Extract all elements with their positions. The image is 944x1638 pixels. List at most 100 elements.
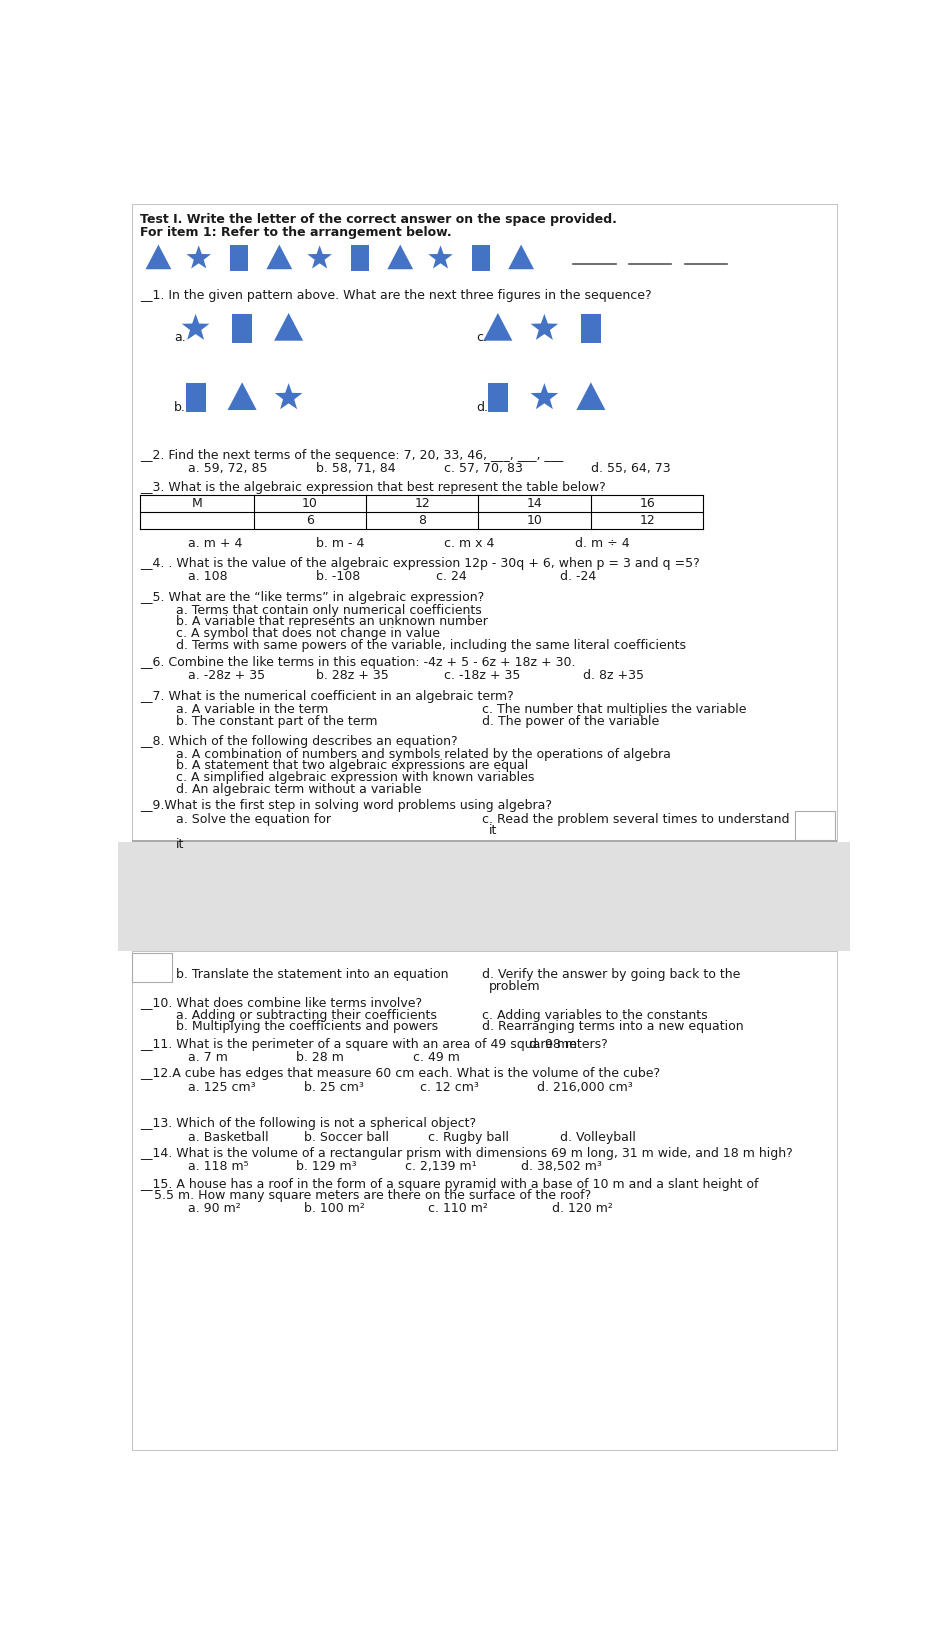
Text: c.: c. (476, 331, 487, 344)
Text: 6: 6 (306, 514, 313, 527)
Text: __6. Combine the like terms in this equation: -4z + 5 - 6z + 18z + 30.: __6. Combine the like terms in this equa… (140, 657, 575, 670)
Polygon shape (181, 314, 210, 341)
Text: __8. Which of the following describes an equation?: __8. Which of the following describes an… (140, 735, 457, 749)
Text: b. 100 m²: b. 100 m² (304, 1202, 364, 1215)
Text: 10: 10 (302, 498, 317, 511)
Text: __1. In the given pattern above. What are the next three figures in the sequence: __1. In the given pattern above. What ar… (140, 288, 650, 301)
Text: 8: 8 (418, 514, 426, 527)
Text: Test I. Write the letter of the correct answer on the space provided.: Test I. Write the letter of the correct … (140, 213, 616, 226)
Text: a. Adding or subtracting their coefficients: a. Adding or subtracting their coefficie… (177, 1009, 437, 1022)
Polygon shape (274, 313, 303, 341)
Text: __13. Which of the following is not a spherical object?: __13. Which of the following is not a sp… (140, 1117, 476, 1130)
Text: c. 57, 70, 83: c. 57, 70, 83 (443, 462, 522, 475)
Text: d. Terms with same powers of the variable, including the same literal coefficien: d. Terms with same powers of the variabl… (177, 639, 685, 652)
Text: d. Verify the answer by going back to the: d. Verify the answer by going back to th… (481, 968, 740, 981)
Bar (232, 313, 252, 342)
Text: a.: a. (174, 331, 185, 344)
Text: a. 59, 72, 85: a. 59, 72, 85 (188, 462, 267, 475)
Text: c. Rugby ball: c. Rugby ball (428, 1130, 509, 1143)
Text: b. 28z + 35: b. 28z + 35 (315, 670, 388, 683)
Text: c. 12 cm³: c. 12 cm³ (420, 1081, 479, 1094)
Text: b. 58, 71, 84: b. 58, 71, 84 (315, 462, 395, 475)
Polygon shape (530, 314, 558, 341)
Text: a. Basketball: a. Basketball (188, 1130, 268, 1143)
Text: 16: 16 (638, 498, 654, 511)
Bar (132, 953, 172, 981)
Bar (132, 952, 835, 1450)
Text: __9.What is the first step in solving word problems using algebra?: __9.What is the first step in solving wo… (140, 799, 551, 812)
Text: a. Terms that contain only numerical coefficients: a. Terms that contain only numerical coe… (177, 604, 481, 618)
Polygon shape (307, 246, 331, 269)
Text: it: it (177, 839, 184, 852)
Text: problem: problem (488, 980, 540, 993)
Bar (185, 383, 206, 413)
Text: d. 120 m²: d. 120 m² (551, 1202, 613, 1215)
Polygon shape (508, 244, 533, 269)
Text: d. 8z +35: d. 8z +35 (582, 670, 644, 683)
Polygon shape (145, 244, 171, 269)
Text: c. 2,139 m¹: c. 2,139 m¹ (404, 1160, 476, 1173)
Text: For item 1: Refer to the arrangement below.: For item 1: Refer to the arrangement bel… (140, 226, 451, 239)
Text: d. Volleyball: d. Volleyball (559, 1130, 635, 1143)
Text: d. 98 m: d. 98 m (529, 1038, 576, 1052)
Text: a. 7 m: a. 7 m (188, 1052, 228, 1065)
Text: d.: d. (476, 401, 488, 414)
Text: 12: 12 (414, 498, 430, 511)
Text: d. 38,502 m³: d. 38,502 m³ (520, 1160, 601, 1173)
Text: c. 24: c. 24 (435, 570, 466, 583)
Text: d. Rearranging terms into a new equation: d. Rearranging terms into a new equation (481, 1020, 743, 1034)
Text: a. 90 m²: a. 90 m² (188, 1202, 241, 1215)
Text: a. 118 m⁵: a. 118 m⁵ (188, 1160, 248, 1173)
Text: __4. . What is the value of the algebraic expression 12p - 30q + 6, when p = 3 a: __4. . What is the value of the algebrai… (140, 557, 699, 570)
Bar (229, 246, 247, 272)
Text: c. A simplified algebraic expression with known variables: c. A simplified algebraic expression wit… (177, 771, 534, 785)
Text: a. 125 cm³: a. 125 cm³ (188, 1081, 255, 1094)
Polygon shape (428, 246, 452, 269)
Bar (132, 205, 835, 842)
Bar (581, 313, 600, 342)
Text: d. 216,000 cm³: d. 216,000 cm³ (536, 1081, 632, 1094)
Bar (487, 383, 507, 413)
Text: a. m + 4: a. m + 4 (188, 537, 242, 550)
Text: d. An algebraic term without a variable: d. An algebraic term without a variable (177, 783, 421, 796)
Text: M: M (192, 498, 202, 511)
Text: __3. What is the algebraic expression that best represent the table below?: __3. What is the algebraic expression th… (140, 482, 605, 495)
Text: __14. What is the volume of a rectangular prism with dimensions 69 m long, 31 m : __14. What is the volume of a rectangula… (140, 1147, 792, 1160)
Polygon shape (266, 244, 292, 269)
Text: b. 25 cm³: b. 25 cm³ (304, 1081, 363, 1094)
Text: c. Adding variables to the constants: c. Adding variables to the constants (481, 1009, 707, 1022)
Text: b. 129 m³: b. 129 m³ (296, 1160, 357, 1173)
Text: 10: 10 (526, 514, 542, 527)
Text: c. m x 4: c. m x 4 (443, 537, 494, 550)
Text: b. -108: b. -108 (315, 570, 360, 583)
Text: b.: b. (174, 401, 186, 414)
Text: d. m ÷ 4: d. m ÷ 4 (575, 537, 630, 550)
Text: b. A statement that two algebraic expressions are equal: b. A statement that two algebraic expres… (177, 760, 528, 773)
Text: c. A symbol that does not change in value: c. A symbol that does not change in valu… (177, 627, 440, 640)
Text: b. 28 m: b. 28 m (296, 1052, 344, 1065)
Text: c. -18z + 35: c. -18z + 35 (443, 670, 519, 683)
Text: __7. What is the numerical coefficient in an algebraic term?: __7. What is the numerical coefficient i… (140, 690, 513, 703)
Text: 5.5 m. How many square meters are there on the surface of the roof?: 5.5 m. How many square meters are there … (154, 1189, 590, 1202)
Text: it: it (488, 824, 497, 837)
Text: d. 55, 64, 73: d. 55, 64, 73 (590, 462, 670, 475)
Text: __10. What does combine like terms involve?: __10. What does combine like terms invol… (140, 996, 422, 1009)
Text: c. 110 m²: c. 110 m² (428, 1202, 487, 1215)
Text: c. 49 m: c. 49 m (413, 1052, 459, 1065)
Text: b. A variable that represents an unknown number: b. A variable that represents an unknown… (177, 616, 488, 629)
Text: a. -28z + 35: a. -28z + 35 (188, 670, 264, 683)
Text: __15. A house has a roof in the form of a square pyramid with a base of 10 m and: __15. A house has a roof in the form of … (140, 1178, 757, 1191)
Polygon shape (482, 313, 512, 341)
Text: a. A combination of numbers and symbols related by the operations of algebra: a. A combination of numbers and symbols … (177, 749, 670, 762)
Bar (471, 246, 489, 272)
Polygon shape (228, 382, 257, 410)
Bar (794, 811, 834, 840)
Text: a. A variable in the term: a. A variable in the term (177, 703, 329, 716)
Bar (118, 842, 850, 952)
Text: d. The power of the variable: d. The power of the variable (481, 714, 659, 727)
Text: __2. Find the next terms of the sequence: 7, 20, 33, 46, ___, ___, ___: __2. Find the next terms of the sequence… (140, 449, 563, 462)
Text: __11. What is the perimeter of a square with an area of 49 square meters?: __11. What is the perimeter of a square … (140, 1038, 607, 1052)
Text: __5. What are the “like terms” in algebraic expression?: __5. What are the “like terms” in algebr… (140, 591, 483, 604)
Polygon shape (387, 244, 413, 269)
Polygon shape (186, 246, 211, 269)
